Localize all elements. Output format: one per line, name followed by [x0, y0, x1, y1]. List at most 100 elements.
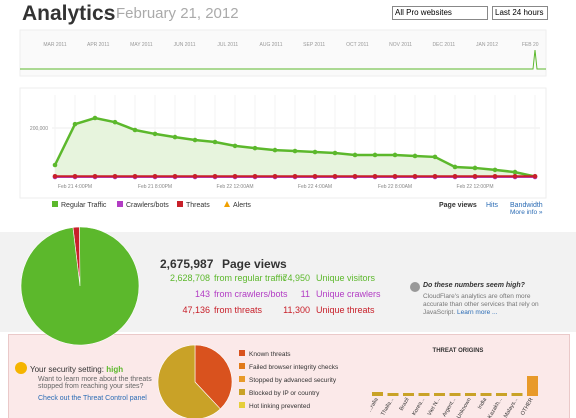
metric-tab[interactable]: Bandwidth: [510, 202, 543, 209]
range-select[interactable]: Last 24 hours: [492, 6, 548, 20]
point: [492, 167, 498, 173]
overview-line: [20, 49, 546, 70]
legend-swatch: [239, 376, 245, 382]
month-label: JAN 2012: [476, 42, 498, 48]
legend-swatch: [177, 201, 183, 207]
security-panel: [8, 334, 570, 418]
point: [112, 119, 118, 125]
point: [492, 173, 498, 179]
row-count: 47,136: [182, 305, 210, 315]
legend-label: Threats: [186, 202, 210, 209]
point: [52, 173, 58, 179]
point: [292, 173, 298, 179]
point: [352, 173, 358, 179]
origin-label: OTHER: [520, 397, 535, 417]
legend-swatch: [239, 350, 245, 356]
legend-label: Alerts: [233, 202, 251, 209]
metric-tab[interactable]: Hits: [486, 202, 499, 209]
legend-label: Blocked by IP or country: [249, 390, 320, 397]
origin-label: Viet N...: [427, 397, 442, 417]
note-body: CloudFlare's analytics are often more ac…: [423, 293, 543, 317]
x-tick-label: Feb 22 12:00PM: [457, 184, 494, 190]
point: [92, 173, 98, 179]
month-label: SEP 2011: [303, 42, 325, 48]
legend-label: Hot linking prevented: [249, 403, 310, 410]
point: [452, 164, 458, 170]
page-title: Analytics: [22, 2, 116, 25]
more-info: More info »: [510, 209, 543, 216]
metric-tab[interactable]: Page views: [439, 202, 477, 209]
row-count: 143: [194, 289, 210, 299]
point: [272, 173, 278, 179]
origin-label: India: [477, 396, 489, 410]
point: [372, 152, 378, 158]
point: [512, 173, 518, 179]
unique-count: 11,300: [283, 305, 310, 315]
x-tick-label: Feb 22 12:00AM: [217, 184, 254, 190]
origin-label: ...ralia: [367, 396, 380, 413]
unique-text: Unique crawlers: [316, 289, 381, 299]
origin-label: Unknown: [456, 397, 473, 418]
point: [392, 152, 398, 158]
origin-bar: [496, 393, 507, 396]
unique-count: 11: [300, 289, 310, 299]
note-link[interactable]: Learn more ...: [456, 309, 498, 316]
origin-bar: [449, 393, 461, 396]
page-date: February 21, 2012: [116, 5, 239, 22]
point: [172, 134, 178, 140]
origin-bar: [434, 393, 445, 396]
point: [52, 162, 58, 168]
point: [292, 148, 298, 154]
point: [172, 173, 178, 179]
point: [472, 173, 478, 179]
point: [212, 139, 218, 145]
point: [92, 115, 98, 121]
legend-label: Failed browser integrity checks: [249, 364, 339, 371]
separator: ·: [102, 4, 108, 23]
point: [192, 137, 198, 143]
point: [212, 173, 218, 179]
row-count: 2,628,708: [169, 273, 210, 283]
point: [252, 173, 258, 179]
point: [312, 173, 318, 179]
legend-label: Regular Traffic: [61, 202, 107, 209]
point: [112, 173, 118, 179]
point: [332, 150, 338, 156]
point: [152, 173, 158, 179]
point: [272, 147, 278, 153]
total-count: 2,675,987: [160, 257, 214, 271]
security-title: Your security setting: high: [30, 365, 123, 374]
unique-text: Unique visitors: [316, 273, 376, 283]
point: [232, 143, 238, 149]
month-label: DEC 2011: [432, 42, 455, 48]
month-label: MAR 2011: [43, 42, 66, 48]
pie-slice: [157, 344, 221, 418]
origin-bar: [527, 376, 538, 396]
legend-swatch: [239, 389, 245, 395]
point: [412, 173, 418, 179]
origin-label: Thaila...: [380, 397, 395, 417]
site-select[interactable]: All Pro websites: [392, 6, 488, 20]
note-text: CloudFlare's analytics are often more ac…: [423, 293, 539, 316]
point: [72, 173, 78, 179]
y-tick-label: 200,000: [30, 126, 48, 132]
point: [452, 173, 458, 179]
origin-bar: [387, 393, 399, 396]
point: [372, 173, 378, 179]
overview-strip: [19, 29, 547, 77]
x-tick-label: Feb 21 8:00PM: [138, 184, 172, 190]
security-label: Your security setting:: [30, 365, 104, 374]
legend-label: Crawlers/bots: [126, 202, 169, 209]
origin-label: Brazil: [399, 397, 411, 412]
pie-slice: [20, 226, 140, 346]
point: [392, 173, 398, 179]
month-label: MAY 2011: [130, 42, 153, 48]
security-link[interactable]: Check out the Threat Control panel: [38, 395, 147, 402]
unique-count: 74,950: [282, 273, 310, 283]
point: [152, 131, 158, 137]
info-icon: [410, 282, 420, 292]
x-tick-label: Feb 21 4:00PM: [58, 184, 92, 190]
month-label: AUG 2011: [260, 42, 283, 48]
month-label: APR 2011: [87, 42, 110, 48]
